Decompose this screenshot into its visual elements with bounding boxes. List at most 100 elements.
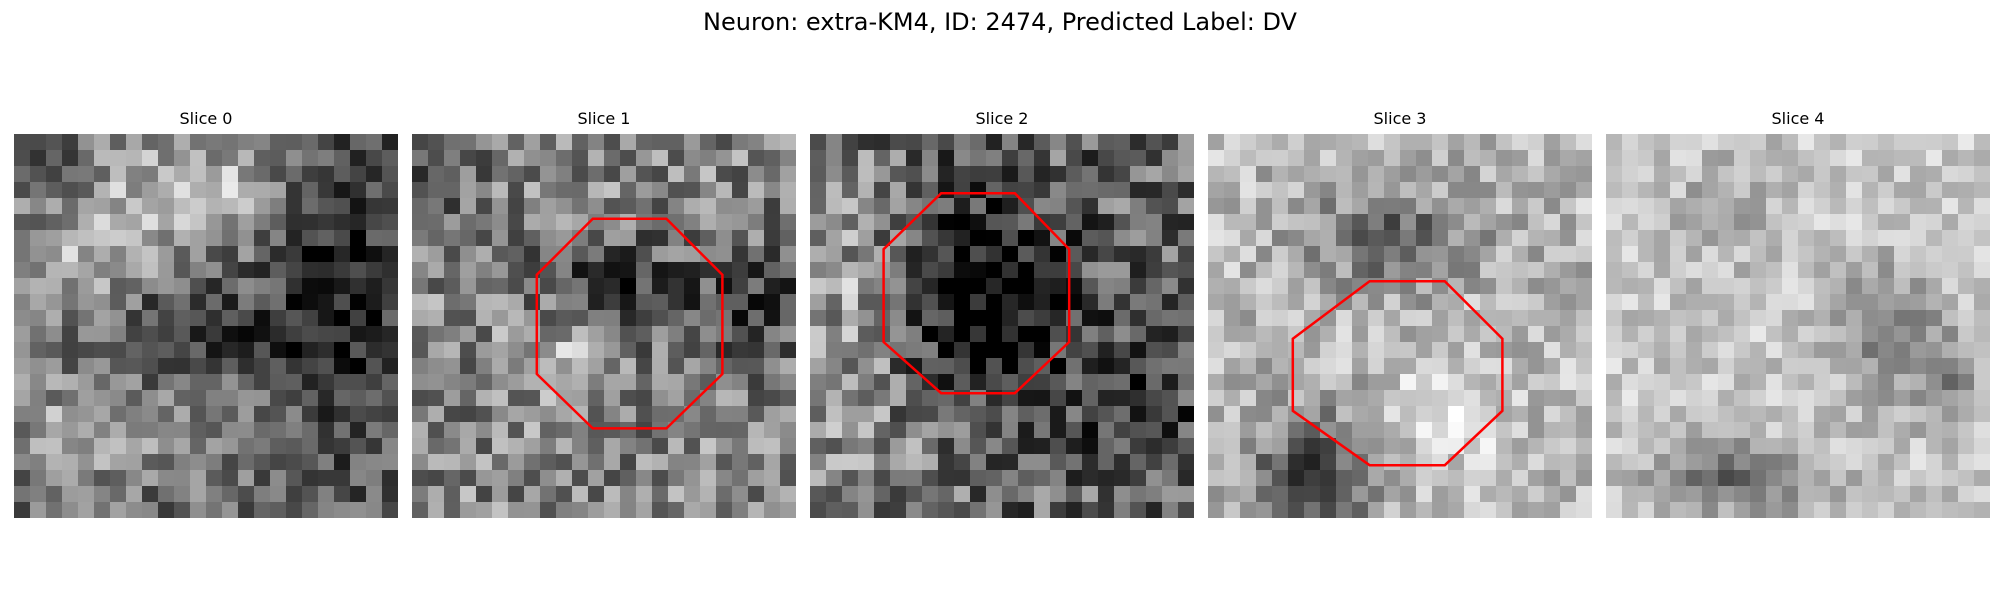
pixel [764, 230, 781, 247]
pixel [1464, 198, 1481, 215]
pixel [1560, 358, 1577, 375]
pixel [1544, 422, 1561, 439]
pixel [190, 390, 207, 407]
pixel [1480, 198, 1497, 215]
pixel [382, 278, 398, 295]
pixel [1272, 502, 1289, 518]
pixel [1114, 262, 1131, 279]
pixel [1576, 150, 1592, 167]
pixel [890, 470, 907, 487]
pixel [1288, 390, 1305, 407]
pixel [636, 422, 653, 439]
pixel [1034, 294, 1051, 311]
pixel [1352, 230, 1369, 247]
pixel [302, 406, 319, 423]
pixel [1130, 374, 1147, 391]
pixel [1162, 278, 1179, 295]
pixel [110, 342, 127, 359]
pixel [540, 150, 557, 167]
pixel [126, 342, 143, 359]
pixel [970, 150, 987, 167]
pixel [524, 470, 541, 487]
pixel [334, 406, 351, 423]
pixel [254, 358, 271, 375]
pixel [1288, 422, 1305, 439]
pixel [1654, 502, 1671, 518]
pixel [938, 342, 955, 359]
pixel [1114, 342, 1131, 359]
pixel [1240, 374, 1257, 391]
pixel [30, 182, 47, 199]
pixel [954, 198, 971, 215]
pixel [94, 182, 111, 199]
pixel [1050, 262, 1067, 279]
pixel [668, 358, 685, 375]
pixel [1686, 438, 1703, 455]
pixel [1400, 390, 1417, 407]
pixel [890, 182, 907, 199]
pixel [1894, 470, 1911, 487]
pixel [270, 246, 287, 263]
pixel [318, 470, 335, 487]
pixel [1034, 246, 1051, 263]
pixel [1114, 182, 1131, 199]
pixel [126, 502, 143, 518]
pixel [1368, 310, 1385, 327]
pixel [1448, 454, 1465, 471]
pixel [1782, 182, 1799, 199]
pixel [1702, 182, 1719, 199]
pixel [1734, 150, 1751, 167]
pixel [810, 246, 827, 263]
pixel [716, 198, 733, 215]
pixel [668, 326, 685, 343]
pixel [334, 166, 351, 183]
pixel [1750, 310, 1767, 327]
pixel [1702, 358, 1719, 375]
pixel [1146, 150, 1163, 167]
pixel [302, 214, 319, 231]
pixel [1862, 374, 1879, 391]
pixel [954, 358, 971, 375]
pixel [1162, 438, 1179, 455]
pixel [906, 326, 923, 343]
pixel [890, 310, 907, 327]
pixel [1894, 390, 1911, 407]
pixel [732, 262, 749, 279]
pixel [556, 150, 573, 167]
pixel [1416, 246, 1433, 263]
pixel [652, 278, 669, 295]
pixel [1464, 230, 1481, 247]
pixel [126, 406, 143, 423]
pixel [748, 486, 765, 503]
pixel [1018, 486, 1035, 503]
pixel [302, 342, 319, 359]
pixel [238, 470, 255, 487]
pixel [970, 198, 987, 215]
pixel [126, 294, 143, 311]
pixel [1958, 422, 1975, 439]
pixel [1702, 406, 1719, 423]
pixel [1528, 470, 1545, 487]
pixel [1352, 214, 1369, 231]
pixel [1958, 438, 1975, 455]
pixel [604, 502, 621, 518]
pixel [254, 246, 271, 263]
pixel [460, 294, 477, 311]
pixel [1942, 294, 1959, 311]
pixel [1352, 374, 1369, 391]
pixel [1130, 134, 1147, 151]
pixel [1830, 406, 1847, 423]
pixel [1798, 374, 1815, 391]
pixel [954, 214, 971, 231]
pixel [748, 454, 765, 471]
pixel [62, 134, 79, 151]
pixel [412, 198, 429, 215]
pixel [716, 470, 733, 487]
pixel [810, 182, 827, 199]
pixel [302, 198, 319, 215]
pixel [1958, 470, 1975, 487]
pixel [1894, 230, 1911, 247]
pixel [1098, 294, 1115, 311]
pixel [334, 246, 351, 263]
pixel [1846, 342, 1863, 359]
